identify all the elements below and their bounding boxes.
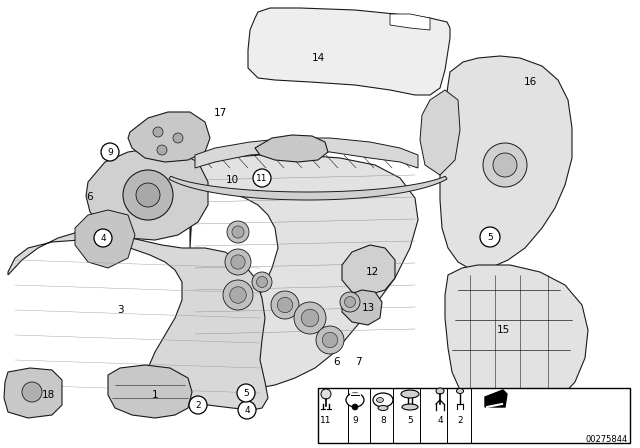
Text: 18: 18 <box>42 390 54 400</box>
Text: 1: 1 <box>152 390 158 400</box>
Circle shape <box>340 292 360 312</box>
Circle shape <box>316 326 344 354</box>
Polygon shape <box>420 90 460 175</box>
Polygon shape <box>255 135 328 162</box>
Circle shape <box>173 133 183 143</box>
Polygon shape <box>75 210 135 268</box>
Text: 00275844: 00275844 <box>586 435 628 444</box>
Polygon shape <box>485 390 507 407</box>
Text: 16: 16 <box>524 77 536 87</box>
Polygon shape <box>248 8 450 95</box>
Circle shape <box>232 226 244 238</box>
Text: 4: 4 <box>437 415 443 425</box>
Ellipse shape <box>378 405 388 410</box>
Ellipse shape <box>402 404 418 410</box>
Circle shape <box>94 229 112 247</box>
Circle shape <box>22 382 42 402</box>
Circle shape <box>157 145 167 155</box>
Circle shape <box>231 255 245 269</box>
Circle shape <box>136 183 160 207</box>
Circle shape <box>323 332 338 348</box>
Text: 3: 3 <box>116 305 124 315</box>
Text: 10: 10 <box>225 175 239 185</box>
Circle shape <box>252 272 272 292</box>
Circle shape <box>101 143 119 161</box>
Text: 6: 6 <box>333 357 340 367</box>
Ellipse shape <box>373 393 393 407</box>
Circle shape <box>189 396 207 414</box>
Circle shape <box>253 169 271 187</box>
Text: 13: 13 <box>362 303 374 313</box>
Ellipse shape <box>456 388 463 393</box>
Polygon shape <box>342 245 395 295</box>
Polygon shape <box>440 56 572 270</box>
Ellipse shape <box>436 388 444 394</box>
Polygon shape <box>169 176 447 200</box>
Circle shape <box>230 287 246 303</box>
Text: 5: 5 <box>407 415 413 425</box>
Circle shape <box>344 297 355 307</box>
Text: 2: 2 <box>457 415 463 425</box>
Circle shape <box>257 276 268 288</box>
Text: 9: 9 <box>352 415 358 425</box>
Circle shape <box>225 249 251 275</box>
Polygon shape <box>4 368 62 418</box>
Ellipse shape <box>346 393 364 407</box>
Polygon shape <box>445 265 588 418</box>
Circle shape <box>271 291 299 319</box>
Text: 14: 14 <box>312 53 324 63</box>
Polygon shape <box>195 138 418 168</box>
Text: 9: 9 <box>107 147 113 156</box>
Polygon shape <box>190 155 418 388</box>
Text: 5: 5 <box>243 388 249 397</box>
Ellipse shape <box>376 397 383 402</box>
Text: 11: 11 <box>320 415 332 425</box>
Text: 6: 6 <box>86 192 93 202</box>
Polygon shape <box>86 148 208 240</box>
Circle shape <box>294 302 326 334</box>
Polygon shape <box>128 112 210 162</box>
Circle shape <box>301 309 319 327</box>
Text: 7: 7 <box>355 357 362 367</box>
Circle shape <box>238 401 256 419</box>
Text: 15: 15 <box>497 325 509 335</box>
Circle shape <box>352 404 358 410</box>
Text: 4: 4 <box>244 405 250 414</box>
Text: 11: 11 <box>256 173 268 182</box>
Circle shape <box>483 143 527 187</box>
Text: 8: 8 <box>380 415 386 425</box>
Text: 5: 5 <box>487 233 493 241</box>
Polygon shape <box>390 14 430 30</box>
Circle shape <box>480 227 500 247</box>
Circle shape <box>227 221 249 243</box>
Circle shape <box>277 297 292 313</box>
Text: 2: 2 <box>195 401 201 409</box>
Text: 12: 12 <box>365 267 379 277</box>
Circle shape <box>237 384 255 402</box>
Circle shape <box>321 389 331 399</box>
Polygon shape <box>8 232 268 410</box>
Ellipse shape <box>401 390 419 398</box>
Circle shape <box>223 280 253 310</box>
Bar <box>318 388 630 443</box>
Circle shape <box>153 127 163 137</box>
Polygon shape <box>108 365 192 418</box>
Text: 4: 4 <box>100 233 106 242</box>
Text: 17: 17 <box>213 108 227 118</box>
Circle shape <box>493 153 517 177</box>
Circle shape <box>123 170 173 220</box>
Polygon shape <box>342 290 382 325</box>
